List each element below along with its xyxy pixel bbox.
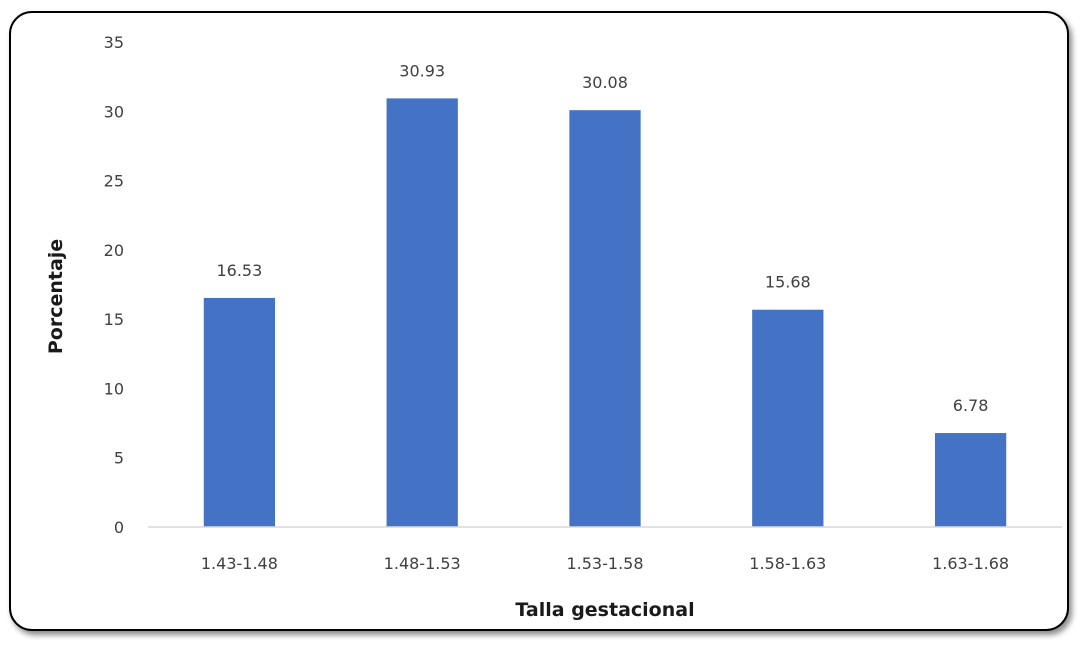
bar [934,433,1007,527]
y-axis-ticks: 0 5 10 15 20 25 30 35 [104,33,124,537]
data-label: 30.93 [399,61,445,80]
y-tick-label: 5 [114,449,124,468]
x-tick-label: 1.48-1.53 [384,554,461,573]
y-tick-label: 10 [104,379,124,398]
chart-frame: 0 5 10 15 20 25 30 35 16.53 30.93 30.08 15.68 6.78 … [6,8,1078,640]
x-tick-label: 1.58-1.63 [749,554,826,573]
data-label: 6.78 [953,396,989,415]
y-tick-label: 20 [104,241,124,260]
y-tick-label: 0 [114,518,124,537]
bar [203,297,276,527]
x-tick-label: 1.53-1.58 [566,554,643,573]
x-tick-label: 1.43-1.48 [201,554,278,573]
chart-border [9,11,1069,631]
bar [569,110,641,528]
x-axis-ticks: 1.43-1.48 1.48-1.53 1.53-1.58 1.58-1.63 1.63… [201,554,1009,573]
y-tick-label: 35 [104,33,124,52]
data-label: 16.53 [216,261,262,280]
x-axis-title: Talla gestacional [515,599,694,621]
x-tick-label: 1.63-1.68 [932,554,1009,573]
data-label: 15.68 [765,273,811,292]
y-tick-label: 25 [104,172,124,191]
y-tick-label: 30 [104,102,124,121]
bar [386,98,458,528]
bars [203,98,1007,528]
data-labels: 16.53 30.93 30.08 15.68 6.78 [216,61,988,415]
y-tick-label: 15 [104,310,124,329]
y-axis-title: Porcentaje [45,239,67,354]
data-label: 30.08 [582,73,628,92]
bar [752,309,824,527]
